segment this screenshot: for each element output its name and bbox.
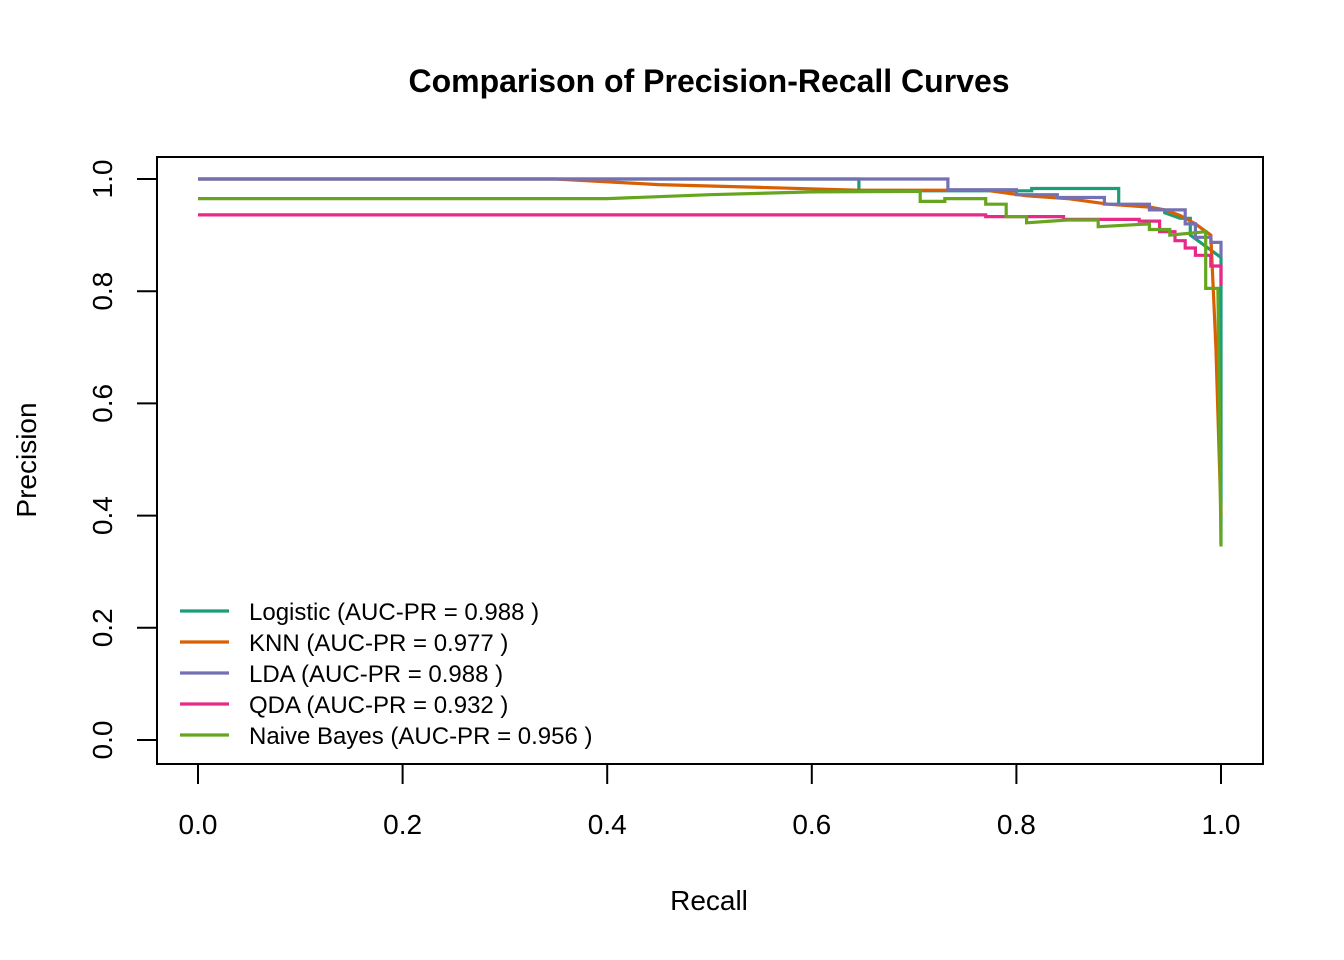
series-layer <box>198 177 1223 547</box>
y-axis: 0.0 0.2 0.4 0.6 0.8 1.0 <box>87 160 158 760</box>
x-tick-label: 0.4 <box>588 809 627 840</box>
y-axis-label: Precision <box>11 402 42 517</box>
y-tick-label: 0.2 <box>87 608 118 647</box>
legend-label-3: LDA (AUC-PR = 0.988 ) <box>249 661 503 688</box>
x-tick-label: 0.2 <box>383 809 422 840</box>
series-line-3 <box>198 177 1223 258</box>
y-tick-label: 0.4 <box>87 496 118 535</box>
series-line-5 <box>198 189 1223 547</box>
y-tick-label: 0.8 <box>87 272 118 311</box>
x-tick-label: 0.8 <box>997 809 1036 840</box>
series-line-1 <box>198 177 1223 544</box>
legend-label-5: Naive Bayes (AUC-PR = 0.956 ) <box>249 723 592 750</box>
x-axis-label: Recall <box>670 885 748 916</box>
x-tick-label: 0.6 <box>792 809 831 840</box>
legend-label-4: QDA (AUC-PR = 0.932 ) <box>249 692 508 719</box>
chart-title: Comparison of Precision-Recall Curves <box>408 63 1009 99</box>
y-tick-label: 0.6 <box>87 384 118 423</box>
legend: Logistic (AUC-PR = 0.988 ) KNN (AUC-PR = … <box>180 599 592 750</box>
y-tick-label: 1.0 <box>87 160 118 199</box>
x-tick-label: 0.0 <box>179 809 218 840</box>
y-tick-label: 0.0 <box>87 721 118 760</box>
legend-label-2: KNN (AUC-PR = 0.977 ) <box>249 630 508 657</box>
x-tick-label: 1.0 <box>1202 809 1241 840</box>
series-line-2 <box>198 177 1223 516</box>
series-line-4 <box>198 213 1223 286</box>
legend-label-1: Logistic (AUC-PR = 0.988 ) <box>249 599 539 626</box>
x-axis: 0.0 0.2 0.4 0.6 0.8 1.0 <box>179 763 1241 840</box>
